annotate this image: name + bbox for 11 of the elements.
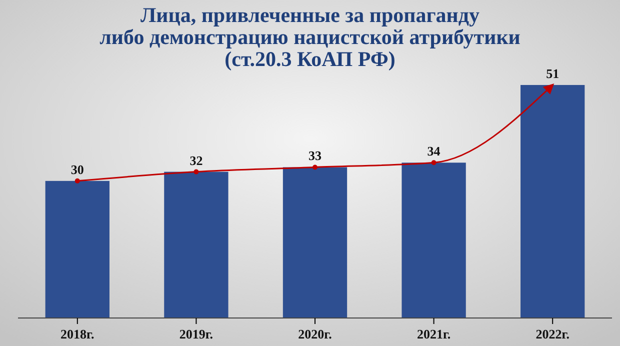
x-tick-label: 2021г. — [416, 326, 451, 342]
data-label: 51 — [546, 66, 560, 81]
x-tick-label: 2020г. — [298, 326, 332, 342]
x-tick-label: 2022г. — [536, 326, 570, 342]
data-label: 32 — [190, 152, 203, 168]
data-label: 30 — [70, 162, 84, 177]
x-tick-label: 2019г. — [179, 326, 214, 342]
x-tick-label: 2018г. — [60, 326, 94, 342]
data-label: 34 — [427, 144, 441, 159]
data-label: 33 — [308, 148, 322, 164]
chart-title: Лица, привлеченные за пропаганду либо демонстрацию нацистской атрибутики (ст.20.3 КоАП РФ) — [100, 3, 520, 71]
